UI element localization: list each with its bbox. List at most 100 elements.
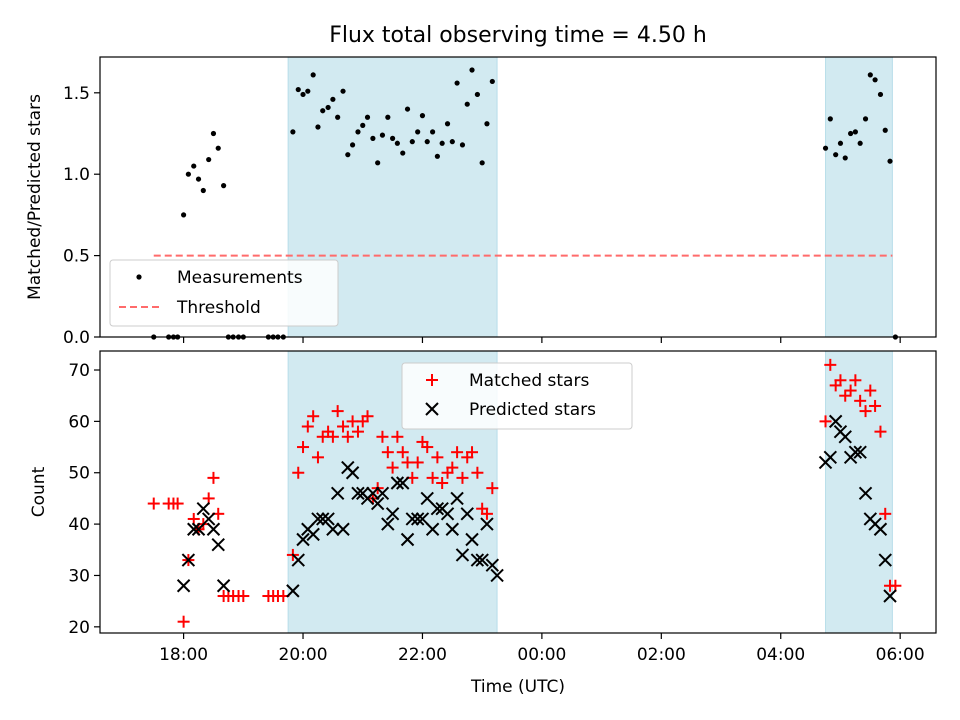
- predicted-stars-point: [485, 558, 500, 572]
- predicted-stars-point: [396, 476, 410, 490]
- bottom-legend-box: [401, 362, 633, 430]
- measurement-point: [364, 114, 371, 120]
- predicted-stars-point: [211, 537, 225, 552]
- matched-stars-point: [480, 507, 493, 520]
- matched-stars-point: [237, 590, 250, 603]
- measurement-point: [837, 140, 844, 146]
- predicted-stars-point: [410, 512, 425, 526]
- y-tick-label: 0.5: [63, 247, 90, 267]
- predicted-stars-point: [196, 501, 211, 516]
- measurement-point: [419, 113, 426, 119]
- predicted-stars-point: [838, 430, 852, 444]
- predicted-stars-point: [450, 491, 464, 506]
- measurement-point: [360, 122, 366, 128]
- predicted-stars-point: [415, 512, 430, 526]
- predicted-stars-point: [848, 445, 863, 459]
- measurement-point: [330, 96, 336, 102]
- measurement-point: [877, 91, 884, 98]
- measurement-point: [300, 91, 306, 98]
- measurements-legend-label: Measurements: [177, 268, 303, 288]
- predicted-stars-point: [191, 522, 206, 536]
- predicted-stars-point: [370, 496, 385, 511]
- y-tick-label: 20: [68, 618, 90, 638]
- measurement-point: [295, 86, 301, 93]
- measurement-point: [210, 130, 217, 137]
- matched-legend-marker: [426, 374, 438, 386]
- predicted-stars-point: [390, 476, 405, 490]
- matched-stars-point: [819, 415, 832, 428]
- measurement-point: [340, 88, 346, 94]
- predicted-stars-point: [883, 589, 897, 603]
- x-tick-label: 18:00: [159, 645, 208, 665]
- predicted-stars-point: [330, 486, 345, 500]
- matched-stars-point: [854, 394, 867, 407]
- matched-stars-point: [486, 482, 499, 495]
- x-tick-label: 06:00: [876, 645, 925, 665]
- measurement-point: [454, 80, 460, 86]
- x-tick-label: 04:00: [756, 645, 805, 665]
- y-tick-label: 40: [68, 515, 90, 535]
- matched-stars-point: [411, 456, 424, 469]
- x-tick-label: 00:00: [517, 645, 566, 665]
- matched-stars-point: [171, 497, 184, 510]
- predicted-stars-point: [823, 450, 838, 465]
- predicted-stars-point: [201, 512, 216, 526]
- matched-stars-point: [386, 461, 399, 474]
- matched-stars-point: [451, 446, 464, 459]
- x-tick-label: 20:00: [279, 645, 328, 665]
- matched-stars-point: [147, 497, 160, 510]
- measurement-point: [310, 72, 316, 78]
- matched-stars-point: [456, 471, 469, 484]
- matched-stars-point: [326, 430, 339, 443]
- matched-stars-point: [431, 451, 444, 464]
- predicted-stars-point: [430, 501, 445, 516]
- predicted-stars-point: [440, 507, 455, 521]
- matched-stars-point: [864, 384, 877, 397]
- measurement-point: [449, 139, 455, 145]
- matched-stars-point: [426, 471, 439, 484]
- measurement-point: [320, 108, 326, 114]
- measurement-point: [469, 67, 475, 73]
- measurement-point: [315, 124, 321, 130]
- matched-stars-point: [401, 456, 414, 469]
- measurement-point: [409, 139, 415, 145]
- top-legend: Measurements Threshold: [109, 259, 339, 327]
- predicted-legend-marker: [425, 402, 439, 416]
- matched-stars-point: [187, 512, 200, 525]
- y-tick-label: 70: [68, 361, 90, 381]
- predicted-stars-point: [187, 522, 201, 536]
- threshold-legend-label: Threshold: [176, 298, 261, 318]
- predicted-stars-point: [176, 579, 191, 593]
- predicted-stars-point: [345, 466, 360, 480]
- measurement-point: [439, 140, 445, 146]
- predicted-stars-point: [311, 512, 325, 526]
- predicted-stars-point: [480, 517, 494, 531]
- measurement-point: [484, 121, 490, 127]
- predicted-stars-point: [445, 522, 460, 536]
- matched-stars-point: [849, 374, 862, 387]
- matched-stars-point: [471, 466, 484, 479]
- matched-stars-point: [396, 446, 409, 459]
- predicted-stars-point: [181, 553, 196, 567]
- matched-stars-point: [307, 410, 320, 423]
- matched-stars-point: [316, 430, 329, 443]
- measurement-point: [370, 135, 376, 141]
- predicted-legend-label: Predicted stars: [469, 400, 596, 420]
- measurement-point: [200, 187, 206, 194]
- predicted-stars-point: [420, 491, 434, 506]
- predicted-stars-point: [216, 579, 231, 593]
- matched-stars-point: [341, 430, 354, 443]
- y-tick-label: 1.0: [63, 165, 90, 185]
- measurement-point: [400, 150, 406, 156]
- plot-frame: [99, 350, 937, 634]
- y-tick-label: 30: [68, 566, 90, 586]
- matched-stars-point: [292, 466, 305, 479]
- measurement-point: [833, 152, 839, 158]
- matched-stars-point: [839, 389, 852, 402]
- measurement-point: [848, 130, 854, 137]
- predicted-stars-point: [878, 553, 892, 567]
- bottom-axes: 20 30 40 50 60 70 18:00 20:00 22:00 00:00 02:00 04:…: [68, 350, 937, 665]
- matched-stars-point: [844, 384, 857, 397]
- matched-stars-point: [446, 461, 459, 474]
- predicted-stars-point: [381, 517, 395, 531]
